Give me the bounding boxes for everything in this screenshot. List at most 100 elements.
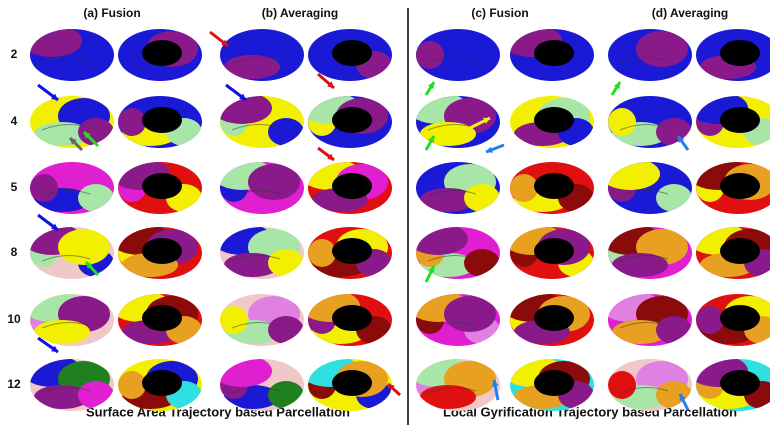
caption: Surface Area Trajectory based Parcellati… <box>86 404 350 419</box>
brain <box>212 92 307 152</box>
brain-region <box>268 249 304 277</box>
brain-region <box>416 41 444 69</box>
medial-wall <box>720 305 760 331</box>
brain <box>600 223 695 283</box>
brain <box>507 92 597 152</box>
panel-label: (a) Fusion <box>83 6 140 20</box>
brain <box>413 158 503 218</box>
medial-wall <box>534 305 574 331</box>
brain <box>413 25 503 85</box>
brain <box>300 158 395 218</box>
medial-wall <box>720 107 760 133</box>
brain <box>408 223 503 283</box>
brain <box>22 223 117 283</box>
brain-region <box>408 223 468 255</box>
brain <box>22 290 117 350</box>
brain <box>502 25 597 85</box>
brain <box>110 158 205 218</box>
medial-wall <box>720 40 760 66</box>
brain <box>217 25 307 85</box>
medial-wall <box>142 370 182 396</box>
brain-region <box>78 184 114 212</box>
row-label: 10 <box>7 312 21 326</box>
brain <box>408 92 503 152</box>
brain <box>507 158 597 218</box>
medial-wall <box>720 238 760 264</box>
figure: (a) Fusion (b) Averaging (c) Fusion (d) … <box>0 0 770 430</box>
medial-wall <box>142 173 182 199</box>
brain-region <box>248 164 300 200</box>
brain-region <box>268 316 304 344</box>
brain-region <box>444 296 496 332</box>
brain-region <box>608 371 636 399</box>
medial-wall <box>332 173 372 199</box>
brain-region <box>212 355 272 387</box>
brain <box>110 223 205 283</box>
panel-label: (c) Fusion <box>471 6 528 20</box>
row-label: 2 <box>11 47 18 61</box>
brain <box>605 25 695 85</box>
brain-region <box>30 174 58 202</box>
brain <box>212 223 307 283</box>
panel-label: (d) Averaging <box>652 6 728 20</box>
brain-region <box>656 184 692 212</box>
medial-wall <box>332 305 372 331</box>
row-label: 4 <box>11 114 18 128</box>
medial-wall <box>720 370 760 396</box>
caption: Local Gyrification Trajectory based Parc… <box>443 404 737 419</box>
brain-region <box>464 249 500 277</box>
brain-region <box>58 229 110 265</box>
brain-region <box>464 184 500 212</box>
brain <box>600 158 695 218</box>
brain <box>688 158 770 218</box>
medial-wall <box>332 238 372 264</box>
panel-label: (b) Averaging <box>262 6 338 20</box>
medial-wall <box>142 40 182 66</box>
brain <box>305 223 395 283</box>
brain <box>300 290 395 350</box>
medial-wall <box>332 370 372 396</box>
brain-region <box>656 118 692 146</box>
brain-region <box>118 108 146 136</box>
medial-wall <box>534 107 574 133</box>
medial-wall <box>720 173 760 199</box>
brain <box>408 290 503 350</box>
medial-wall <box>534 370 574 396</box>
brain-region <box>600 158 660 190</box>
brain-region <box>268 118 304 146</box>
row-label: 12 <box>7 377 21 391</box>
brain <box>217 290 307 350</box>
brain-region <box>510 174 538 202</box>
brain <box>115 25 205 85</box>
medial-wall <box>534 173 574 199</box>
medial-wall <box>142 305 182 331</box>
medial-wall <box>142 238 182 264</box>
brain <box>110 290 205 350</box>
medial-wall <box>332 40 372 66</box>
brain <box>27 158 117 218</box>
brain <box>212 158 307 218</box>
medial-wall <box>534 40 574 66</box>
brain <box>502 290 597 350</box>
brain-region <box>22 25 82 57</box>
brain-region <box>308 239 336 267</box>
brain-region <box>78 118 114 146</box>
medial-wall <box>332 107 372 133</box>
brain-region <box>608 108 636 136</box>
brain <box>693 25 770 85</box>
brain <box>22 25 117 85</box>
brain <box>300 92 395 152</box>
brain-region <box>656 316 692 344</box>
brain <box>115 92 205 152</box>
brain <box>688 92 770 152</box>
brain-region <box>696 306 724 334</box>
brain-region <box>220 306 248 334</box>
medial-wall <box>534 238 574 264</box>
brain-region <box>118 371 146 399</box>
brain-region <box>636 31 688 67</box>
medial-wall <box>142 107 182 133</box>
row-label: 5 <box>11 180 18 194</box>
brain <box>600 290 695 350</box>
brains: 24581012 <box>7 25 770 415</box>
brain <box>693 290 770 350</box>
